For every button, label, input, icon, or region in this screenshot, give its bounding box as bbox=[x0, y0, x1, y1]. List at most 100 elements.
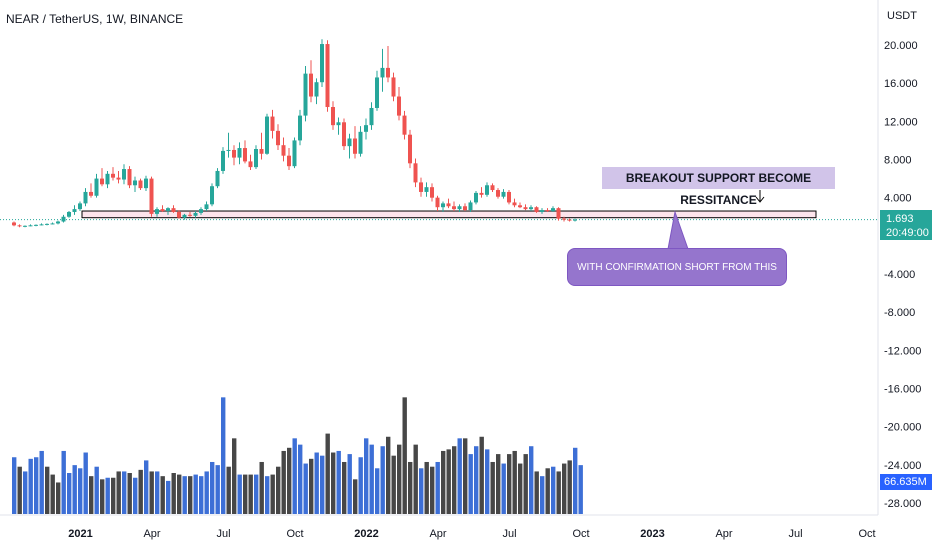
candle-body bbox=[248, 161, 253, 168]
volume-bar bbox=[391, 455, 396, 514]
candle-body bbox=[573, 219, 577, 221]
candle-body bbox=[518, 205, 522, 208]
volume-bar bbox=[276, 466, 281, 514]
x-tick-label: Jul bbox=[502, 528, 516, 540]
candle-body bbox=[45, 223, 49, 225]
candle-body bbox=[534, 207, 539, 212]
volume-bar bbox=[419, 468, 424, 514]
candle-body bbox=[133, 180, 137, 186]
candle-body bbox=[182, 214, 187, 218]
volume-bar bbox=[188, 476, 193, 514]
volume-bar bbox=[518, 463, 523, 514]
candle-body bbox=[369, 107, 374, 126]
resistance-zone bbox=[81, 210, 817, 219]
volume-bar bbox=[78, 468, 83, 514]
volume-bar bbox=[485, 449, 490, 514]
candle-body bbox=[144, 178, 148, 189]
volume-bar bbox=[369, 444, 374, 514]
candle-body bbox=[347, 138, 352, 147]
volume-bar bbox=[490, 461, 495, 514]
x-tick-label: Apr bbox=[429, 528, 446, 540]
x-tick-label: Jul bbox=[216, 528, 230, 540]
candle-body bbox=[56, 221, 60, 224]
volume-bar bbox=[353, 479, 358, 514]
volume-bar bbox=[457, 438, 462, 514]
volume-bar bbox=[562, 463, 567, 514]
candle-body bbox=[320, 44, 324, 83]
volume-bar bbox=[237, 474, 242, 514]
volume-bar bbox=[523, 454, 528, 514]
volume-bar bbox=[386, 436, 391, 514]
candle-body bbox=[540, 210, 544, 212]
candle-body bbox=[243, 148, 247, 162]
volume-bar bbox=[507, 454, 512, 514]
volume-bar bbox=[177, 474, 182, 514]
volume-bar bbox=[540, 476, 545, 514]
candle-body bbox=[287, 155, 291, 167]
candle-body bbox=[72, 209, 77, 212]
candle-body bbox=[375, 77, 379, 108]
candle-body bbox=[331, 107, 335, 126]
candle-body bbox=[199, 209, 203, 213]
candle-body bbox=[149, 178, 154, 214]
volume-bar bbox=[435, 461, 440, 514]
candle-body bbox=[474, 192, 478, 203]
volume-bar bbox=[149, 471, 154, 514]
x-tick-label: Oct bbox=[858, 528, 875, 540]
volume-bar bbox=[281, 450, 286, 514]
candle-body bbox=[177, 211, 181, 218]
volume-bar bbox=[567, 460, 572, 514]
candle-body bbox=[83, 191, 88, 204]
candle-body bbox=[336, 122, 341, 126]
candle-body bbox=[441, 203, 445, 208]
candle-body bbox=[364, 125, 368, 132]
candle-body bbox=[490, 185, 495, 191]
volume-bar bbox=[452, 446, 457, 514]
volume-bar bbox=[248, 474, 253, 514]
candle-body bbox=[39, 224, 44, 226]
candle-body bbox=[23, 225, 27, 227]
candle-body bbox=[501, 191, 506, 197]
volume-bar bbox=[28, 458, 33, 514]
candle-body bbox=[265, 116, 269, 154]
volume-bar bbox=[127, 473, 132, 514]
y-tick-label: 12.000 bbox=[884, 116, 918, 128]
volume-bar bbox=[479, 436, 484, 514]
candle-body bbox=[303, 73, 308, 116]
candle-body bbox=[419, 182, 423, 192]
candle-body bbox=[353, 138, 357, 154]
candle-body bbox=[100, 178, 104, 185]
candle-body bbox=[111, 173, 115, 178]
volume-bar bbox=[270, 474, 275, 514]
volume-bar bbox=[61, 450, 66, 514]
candle-body bbox=[380, 67, 385, 78]
volume-bar bbox=[413, 444, 418, 514]
last-price-value: 1.693 bbox=[886, 212, 914, 225]
volume-bar bbox=[347, 454, 352, 514]
chart-title: NEAR / TetherUS, 1W, BINANCE bbox=[6, 12, 184, 26]
x-tick-label: 2023 bbox=[640, 528, 664, 540]
candle-body bbox=[397, 96, 401, 116]
volume-bar bbox=[397, 444, 402, 514]
candle-body bbox=[276, 130, 280, 146]
volume-bar bbox=[424, 461, 429, 514]
candle-body bbox=[452, 206, 456, 210]
candle-body bbox=[281, 145, 286, 156]
volume-badge: 66.635M bbox=[880, 474, 932, 490]
candle-countdown: 20:49:00 bbox=[886, 226, 929, 239]
volume-bar bbox=[325, 433, 330, 514]
y-tick-label: -24.000 bbox=[884, 460, 921, 472]
volume-bar bbox=[105, 477, 110, 514]
volume-bar bbox=[512, 450, 517, 514]
callout-note: WITH CONFIRMATION SHORT FROM THIS ZONE bbox=[567, 248, 787, 311]
y-tick-label: -12.000 bbox=[884, 345, 921, 357]
candle-body bbox=[254, 149, 258, 168]
candle-body bbox=[116, 177, 121, 180]
volume-bar bbox=[199, 476, 204, 514]
volume-bar bbox=[375, 468, 380, 514]
volume-bar bbox=[215, 465, 220, 514]
volume-bar bbox=[45, 466, 50, 514]
volume-bar bbox=[578, 465, 583, 514]
x-tick-label: Jul bbox=[788, 528, 802, 540]
